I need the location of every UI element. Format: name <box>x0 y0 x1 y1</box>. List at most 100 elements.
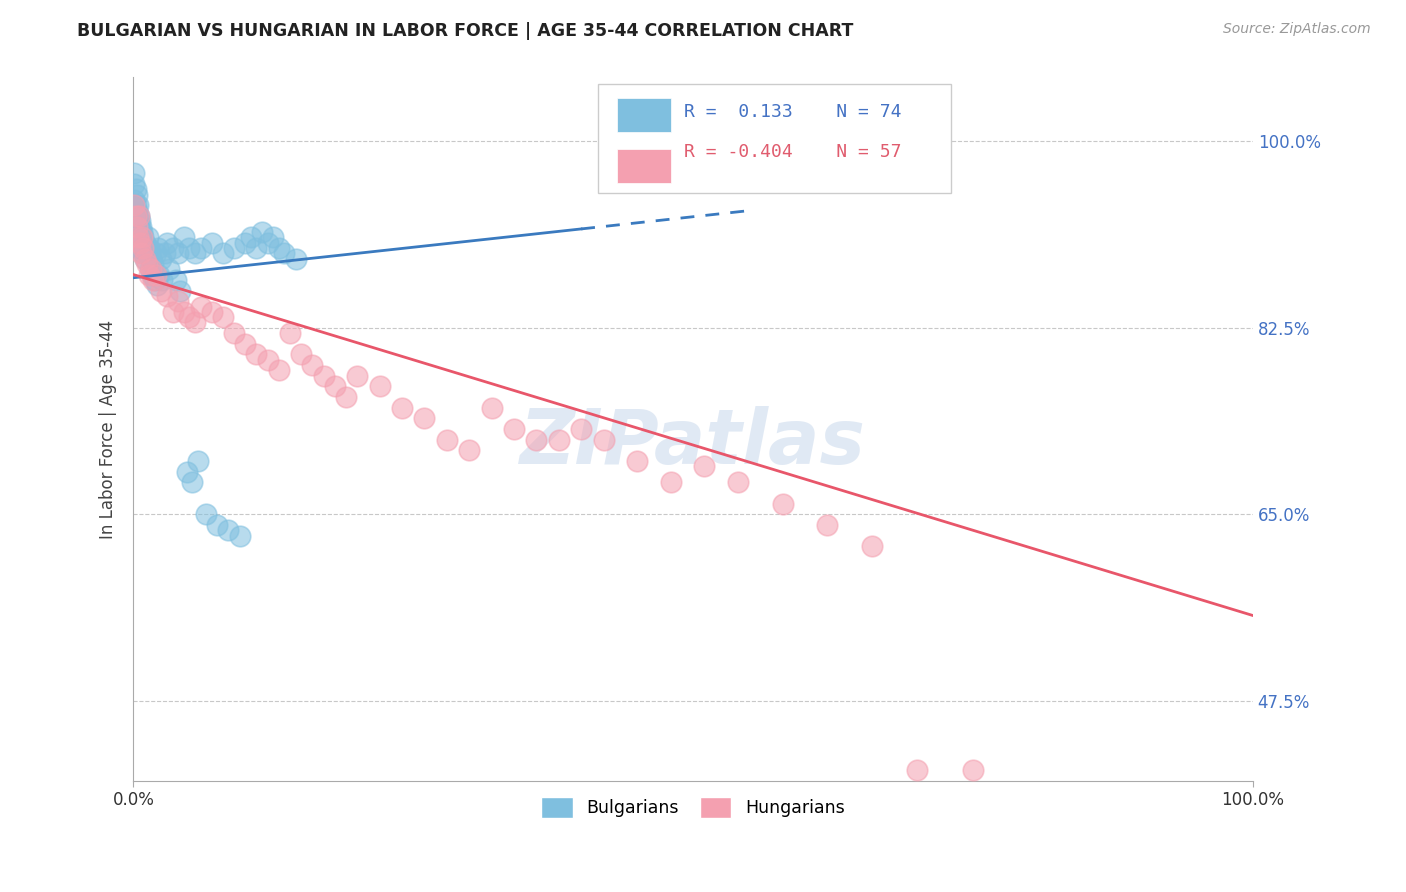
Point <box>135 246 157 260</box>
Point <box>346 368 368 383</box>
Point <box>131 225 153 239</box>
Point <box>124 219 146 234</box>
Point <box>962 763 984 777</box>
Point <box>124 209 146 223</box>
Point <box>132 246 155 260</box>
Point <box>165 273 187 287</box>
Text: R = -0.404    N = 57: R = -0.404 N = 57 <box>685 143 901 161</box>
Point <box>323 379 346 393</box>
Point <box>176 465 198 479</box>
Point <box>218 523 240 537</box>
Point <box>772 497 794 511</box>
Point <box>815 517 838 532</box>
Bar <box>617 149 671 183</box>
Point <box>233 235 256 250</box>
Point <box>256 352 278 367</box>
Point <box>267 241 290 255</box>
Point <box>173 305 195 319</box>
Bar <box>617 98 671 132</box>
Point <box>128 209 150 223</box>
Point <box>173 230 195 244</box>
Point <box>184 246 207 260</box>
Y-axis label: In Labor Force | Age 35-44: In Labor Force | Age 35-44 <box>100 319 117 539</box>
Point <box>180 475 202 490</box>
Point <box>267 363 290 377</box>
Point <box>167 294 190 309</box>
Point <box>239 230 262 244</box>
Point <box>233 336 256 351</box>
Point <box>222 326 245 340</box>
Point <box>626 454 648 468</box>
Point <box>139 262 162 277</box>
Point <box>413 411 436 425</box>
Point <box>141 262 163 277</box>
Point <box>124 198 146 212</box>
Point <box>162 305 184 319</box>
Point <box>129 219 152 234</box>
Point <box>124 166 146 180</box>
Point <box>136 230 159 244</box>
Point <box>179 310 201 325</box>
Point <box>124 182 146 196</box>
Point <box>659 475 682 490</box>
Point <box>481 401 503 415</box>
Text: BULGARIAN VS HUNGARIAN IN LABOR FORCE | AGE 35-44 CORRELATION CHART: BULGARIAN VS HUNGARIAN IN LABOR FORCE | … <box>77 22 853 40</box>
Point <box>127 198 149 212</box>
Point <box>290 347 312 361</box>
Point <box>201 235 224 250</box>
Point <box>152 273 174 287</box>
Point <box>138 268 160 282</box>
Point <box>148 268 170 282</box>
Point <box>335 390 357 404</box>
Point <box>128 209 150 223</box>
Point <box>127 214 149 228</box>
Point <box>125 219 148 234</box>
Point <box>273 246 295 260</box>
Point <box>132 230 155 244</box>
Point <box>693 459 716 474</box>
Point <box>124 177 146 191</box>
Point <box>256 235 278 250</box>
Point <box>860 539 883 553</box>
Point <box>153 246 176 260</box>
Point <box>132 241 155 255</box>
Point <box>124 198 146 212</box>
Point <box>312 368 335 383</box>
Point <box>145 246 167 260</box>
Text: Source: ZipAtlas.com: Source: ZipAtlas.com <box>1223 22 1371 37</box>
Point <box>727 475 749 490</box>
Text: R =  0.133    N = 74: R = 0.133 N = 74 <box>685 103 901 121</box>
Point <box>569 422 592 436</box>
Point <box>436 433 458 447</box>
Point <box>125 203 148 218</box>
Point <box>124 209 146 223</box>
Point <box>167 246 190 260</box>
Point <box>134 252 156 266</box>
Point <box>190 300 212 314</box>
Point <box>131 241 153 255</box>
Point <box>125 187 148 202</box>
Point <box>212 246 235 260</box>
FancyBboxPatch shape <box>598 85 950 194</box>
Point <box>128 235 150 250</box>
Point <box>250 225 273 239</box>
Point <box>145 268 167 282</box>
Point <box>135 241 157 255</box>
Point <box>134 252 156 266</box>
Point <box>301 358 323 372</box>
Point <box>391 401 413 415</box>
Point <box>195 508 218 522</box>
Point <box>141 268 163 282</box>
Point <box>129 246 152 260</box>
Point <box>142 257 165 271</box>
Point <box>245 347 267 361</box>
Point <box>127 230 149 244</box>
Point <box>162 241 184 255</box>
Point <box>905 763 928 777</box>
Point <box>187 454 209 468</box>
Point <box>135 257 157 271</box>
Point <box>139 246 162 260</box>
Point <box>156 289 179 303</box>
Point <box>245 241 267 255</box>
Point <box>503 422 526 436</box>
